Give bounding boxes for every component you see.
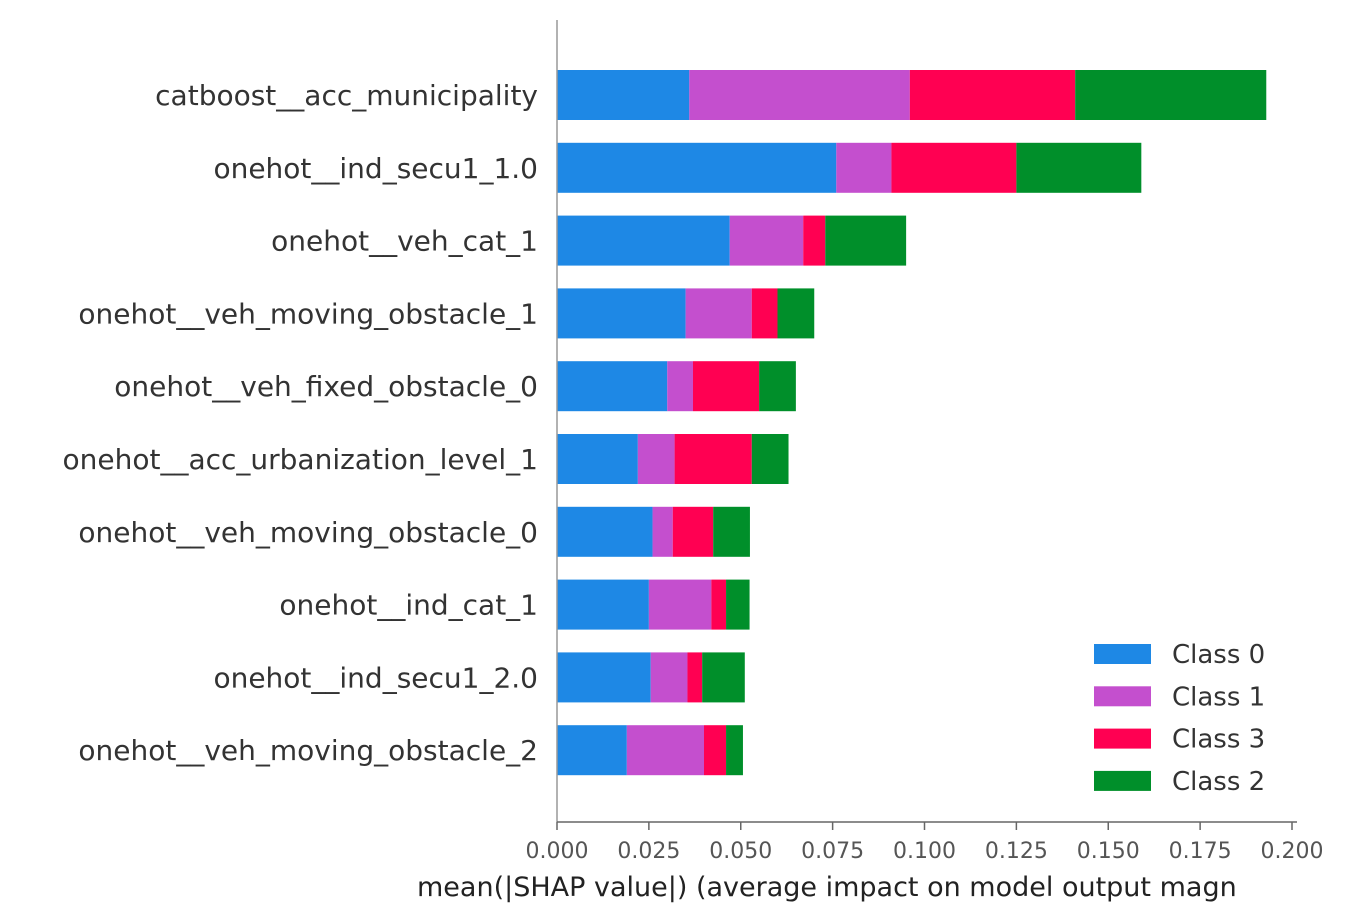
bar-segment-class-1 xyxy=(650,652,688,703)
bar-segment-class-1 xyxy=(648,579,712,630)
bar-segment-class-3 xyxy=(803,215,826,266)
legend-swatch xyxy=(1094,770,1151,791)
feature-label: onehot__acc_urbanization_level_1 xyxy=(62,443,538,476)
x-tick-label: 0.000 xyxy=(526,839,589,864)
bar-segment-class-2 xyxy=(726,579,750,630)
feature-label: onehot__veh_cat_1 xyxy=(271,225,538,258)
bar-segment-class-1 xyxy=(667,361,693,412)
x-tick-label: 0.050 xyxy=(709,839,772,864)
bar-segment-class-0 xyxy=(557,70,690,120)
legend-swatch xyxy=(1094,686,1151,707)
bar-segment-class-1 xyxy=(626,725,704,776)
bar-segment-class-3 xyxy=(751,288,778,339)
bar-segment-class-0 xyxy=(557,506,653,557)
legend-swatch xyxy=(1094,728,1151,749)
bar-segment-class-2 xyxy=(726,725,743,776)
bar-segment-class-1 xyxy=(836,142,892,193)
feature-label: onehot__ind_secu1_1.0 xyxy=(213,152,538,185)
bar-segment-class-2 xyxy=(1075,70,1267,120)
bar-segment-class-1 xyxy=(652,506,673,557)
bar-segment-class-0 xyxy=(557,725,627,776)
feature-label: onehot__veh_moving_obstacle_1 xyxy=(78,297,538,330)
feature-label: onehot__veh_moving_obstacle_2 xyxy=(78,734,538,767)
feature-label: onehot__veh_moving_obstacle_0 xyxy=(78,516,538,549)
bar-segment-class-2 xyxy=(825,215,907,266)
x-tick-label: 0.075 xyxy=(801,839,864,864)
feature-labels: catboost__acc_municipality onehot__ind_se… xyxy=(62,79,538,767)
x-tick-label: 0.125 xyxy=(985,839,1048,864)
bar-segment-class-1 xyxy=(685,288,752,339)
bar-segment-class-2 xyxy=(702,652,745,703)
bar-segment-class-2 xyxy=(751,434,789,484)
bar-segment-class-0 xyxy=(557,579,649,630)
bar-segment-class-2 xyxy=(759,361,796,412)
bar-segment-class-0 xyxy=(557,215,730,266)
bar-segment-class-2 xyxy=(713,506,750,557)
legend-label: Class 2 xyxy=(1172,767,1265,797)
bar-segment-class-3 xyxy=(692,361,760,412)
legend-label: Class 0 xyxy=(1172,640,1265,670)
bar-segment-class-0 xyxy=(557,288,686,339)
bar-segment-class-3 xyxy=(909,70,1076,120)
bar-segment-class-3 xyxy=(891,142,1017,193)
x-tick-label: 0.150 xyxy=(1077,839,1140,864)
bar-segment-class-3 xyxy=(674,434,752,484)
bar-segment-class-3 xyxy=(711,579,727,630)
legend-label: Class 1 xyxy=(1172,682,1265,712)
x-tick-label: 0.200 xyxy=(1261,839,1324,864)
legend-label: Class 3 xyxy=(1172,725,1265,755)
bar-segment-class-3 xyxy=(687,652,703,703)
feature-label: onehot__ind_secu1_2.0 xyxy=(213,661,538,694)
bar-segment-class-1 xyxy=(637,434,675,484)
bar-segment-class-3 xyxy=(672,506,714,557)
feature-label: catboost__acc_municipality xyxy=(155,79,538,112)
bar-segment-class-3 xyxy=(704,725,727,776)
x-tick-label: 0.100 xyxy=(893,839,956,864)
bar-segment-class-0 xyxy=(557,361,668,412)
feature-label: onehot__ind_cat_1 xyxy=(279,589,538,622)
x-ticks: 0.000 0.025 0.050 0.075 0.100 0.125 0.150 0.175… xyxy=(526,822,1324,864)
x-tick-label: 0.025 xyxy=(617,839,680,864)
x-axis-label: mean(|SHAP value|) (average impact on mo… xyxy=(417,872,1237,903)
legend-swatch xyxy=(1094,644,1151,664)
x-tick-label: 0.175 xyxy=(1169,839,1232,864)
bar-segment-class-1 xyxy=(689,70,910,120)
bar-segment-class-2 xyxy=(1016,142,1142,193)
bar-segment-class-0 xyxy=(557,142,837,193)
bar-segment-class-1 xyxy=(729,215,804,266)
bars xyxy=(557,70,1267,776)
bar-segment-class-0 xyxy=(557,652,651,703)
bar-segment-class-0 xyxy=(557,434,638,484)
legend: Class 0 Class 1 Class 3 Class 2 xyxy=(1094,640,1265,797)
bar-segment-class-2 xyxy=(777,288,815,339)
feature-label: onehot__veh_fixed_obstacle_0 xyxy=(114,370,538,403)
